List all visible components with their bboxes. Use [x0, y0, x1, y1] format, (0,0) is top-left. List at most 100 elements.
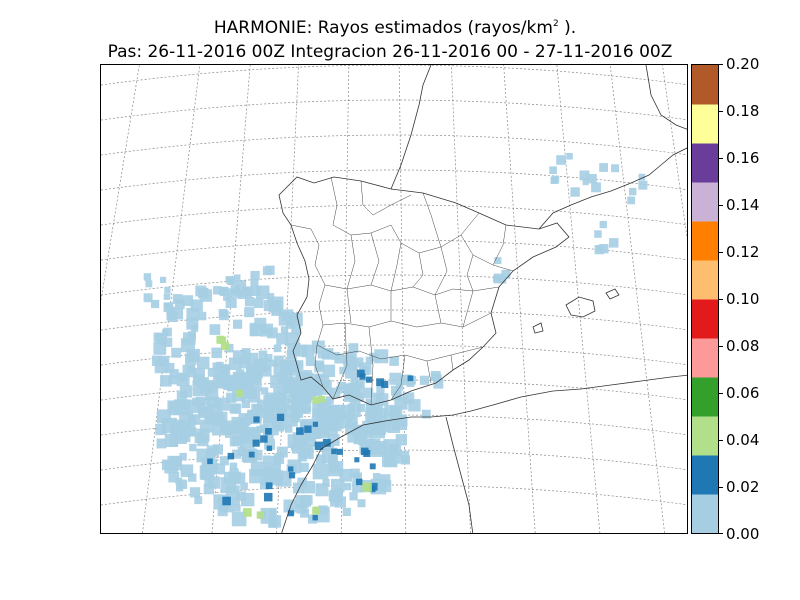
field-cell — [343, 357, 354, 368]
field-cell — [362, 482, 372, 492]
border-portugal-spain — [290, 224, 326, 388]
field-cell — [285, 356, 297, 369]
field-cell — [299, 495, 311, 507]
field-cell — [325, 396, 334, 405]
field-cell — [312, 463, 329, 480]
field-cell — [224, 420, 236, 432]
field-cell — [591, 182, 601, 193]
field-cell — [493, 273, 504, 284]
field-cell — [353, 432, 365, 444]
field-cell — [182, 434, 191, 443]
field-cell — [272, 419, 284, 431]
field-cell — [357, 403, 365, 412]
field-cell — [236, 290, 243, 298]
field-cell — [337, 381, 347, 391]
province-border — [390, 354, 406, 401]
field-cell — [197, 356, 210, 370]
field-cell — [315, 483, 329, 497]
field-cell — [205, 387, 219, 401]
field-cell — [352, 472, 362, 482]
field-cell — [244, 307, 255, 318]
field-cell — [498, 276, 507, 284]
chart-title-line2: Pas: 26-11-2016 00Z Integracion 26-11-20… — [107, 42, 673, 62]
field-cell — [334, 489, 342, 497]
field-cell — [220, 341, 230, 351]
field-cell — [183, 332, 196, 345]
province-border — [492, 224, 507, 266]
field-cell — [357, 499, 366, 508]
field-cell — [160, 276, 167, 283]
field-cell — [334, 353, 345, 364]
field-cell — [168, 375, 178, 385]
field-cell — [400, 374, 412, 386]
field-cell — [587, 174, 597, 184]
field-cell — [188, 399, 202, 413]
field-cell — [167, 312, 178, 322]
field-cell — [227, 288, 237, 297]
field-cell — [176, 484, 184, 492]
field-cell — [408, 399, 421, 412]
field-cell — [198, 407, 206, 416]
field-cell — [346, 416, 358, 429]
field-cell — [283, 499, 297, 513]
field-cell — [275, 407, 285, 417]
lightning-density-field — [143, 153, 648, 528]
field-cell — [349, 492, 358, 501]
field-cell — [220, 477, 237, 494]
field-cell — [314, 441, 324, 451]
field-cell — [372, 473, 381, 481]
field-cell — [276, 413, 285, 421]
field-cell — [182, 364, 195, 378]
colorbar-tick-label: 0.10 — [726, 290, 760, 308]
iberian-peninsula-outline — [278, 176, 570, 406]
field-cell — [381, 380, 389, 388]
colorbar-segment — [692, 182, 718, 222]
colorbar-segment — [692, 416, 718, 456]
field-cell — [225, 296, 237, 308]
field-cell — [209, 324, 221, 335]
field-cell — [199, 419, 213, 433]
field-cell — [162, 329, 169, 337]
field-cell — [299, 462, 309, 472]
title-line1-prefix: HARMONIE: Rayos estimados (rayos/km — [213, 18, 553, 38]
province-border — [332, 322, 348, 400]
field-cell — [233, 504, 241, 512]
colorbar-segment — [692, 494, 718, 533]
province-borders — [290, 176, 514, 406]
field-cell — [199, 289, 213, 302]
field-cell — [250, 328, 259, 337]
field-cell — [373, 441, 388, 455]
field-cell — [198, 377, 209, 388]
field-cell — [248, 371, 261, 384]
field-cell — [163, 293, 171, 300]
field-cell — [342, 507, 351, 516]
field-cell — [202, 397, 210, 406]
field-cell — [379, 480, 392, 493]
field-cell — [421, 409, 431, 419]
field-cell — [227, 381, 237, 392]
field-cell — [194, 496, 203, 505]
colorbar-gradient — [692, 65, 718, 533]
field-cell — [258, 350, 268, 359]
field-cell — [236, 389, 244, 397]
province-border — [368, 326, 374, 406]
field-cell — [599, 220, 607, 229]
field-cell — [253, 404, 263, 414]
field-cell — [253, 298, 264, 308]
field-cell — [171, 347, 182, 358]
province-border — [390, 242, 402, 292]
field-cell — [180, 464, 194, 477]
field-cell — [352, 481, 364, 493]
field-cell — [259, 424, 268, 433]
morocco-border — [445, 416, 474, 533]
field-cell — [244, 297, 255, 307]
field-cell — [252, 439, 260, 447]
field-cell — [234, 280, 247, 292]
field-cell — [290, 412, 301, 423]
field-cell — [322, 478, 330, 487]
colorbar-tick-label: 0.18 — [726, 102, 760, 120]
field-cell — [218, 364, 231, 377]
field-cell — [183, 424, 196, 437]
field-cell — [145, 280, 153, 288]
field-cell — [207, 396, 219, 409]
